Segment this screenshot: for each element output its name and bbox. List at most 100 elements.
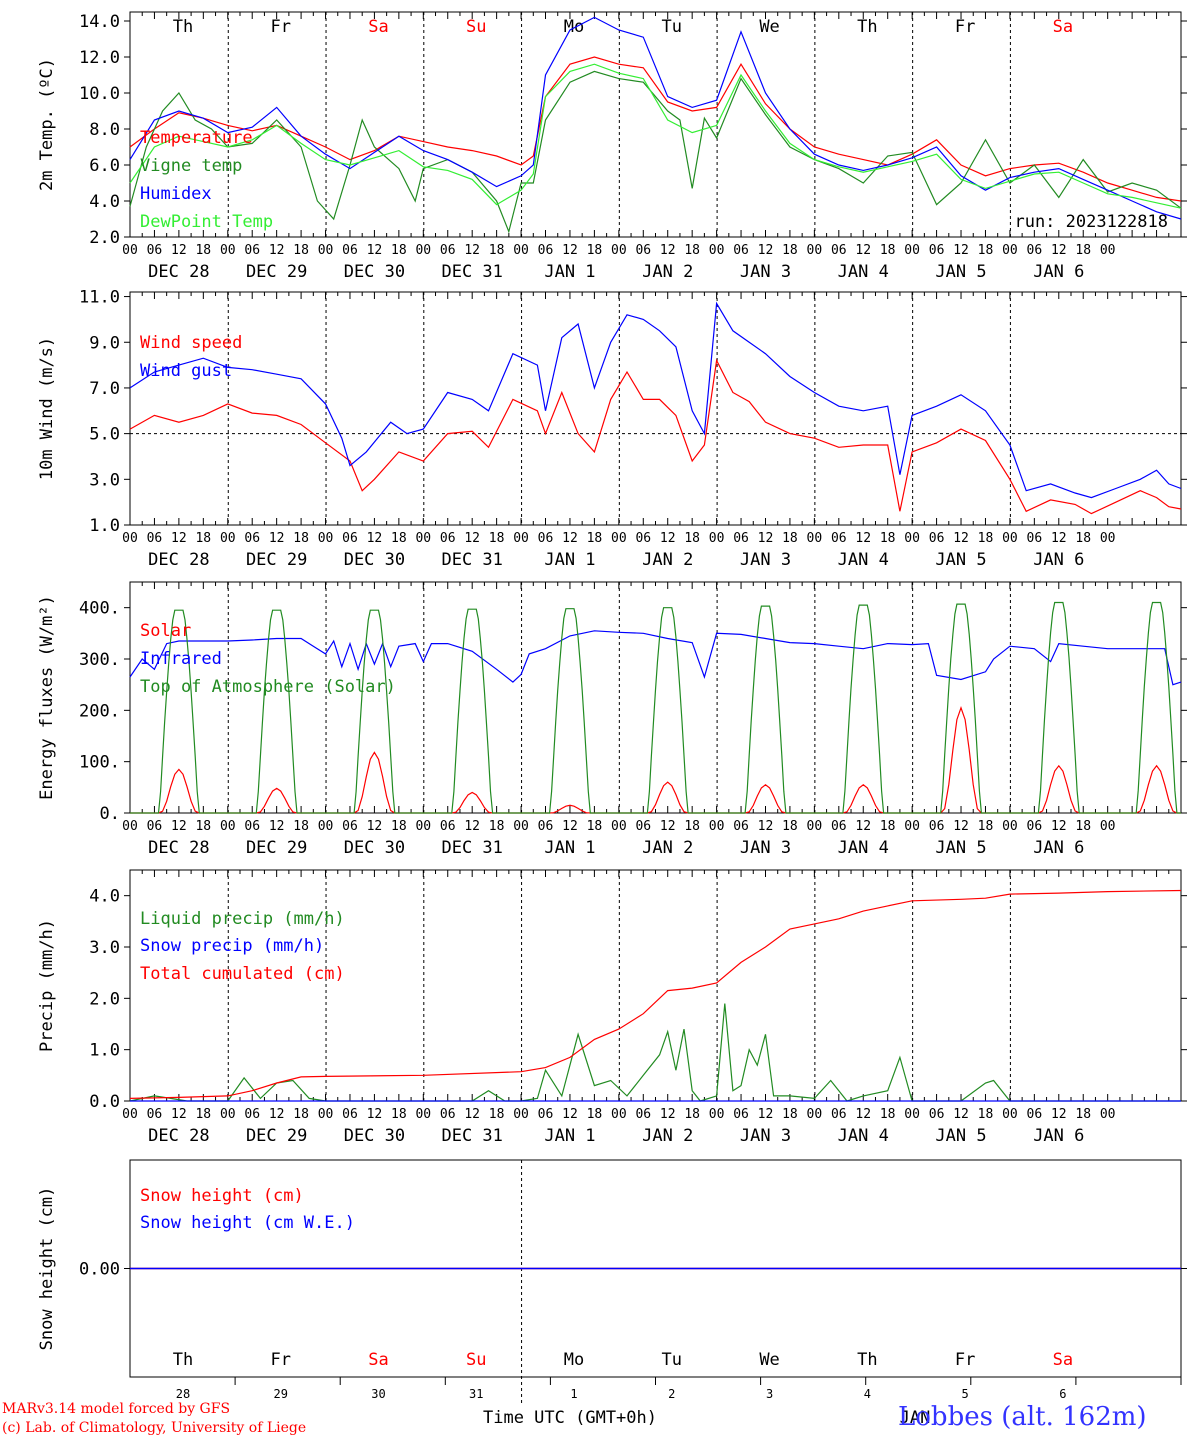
station-label: Lobbes (alt. 162m) xyxy=(898,1402,1147,1432)
y-tick-label: 8.0 xyxy=(89,120,120,140)
y-axis-title: 10m Wind (m/s) xyxy=(37,337,57,480)
weekday-label: We xyxy=(759,17,779,37)
hour-tick-label: 12 xyxy=(562,819,578,834)
hour-tick-label: 12 xyxy=(953,819,969,834)
hour-tick-label: 00 xyxy=(318,819,334,834)
hour-tick-label: 06 xyxy=(831,819,847,834)
hour-tick-label: 06 xyxy=(733,531,749,546)
y-tick-label: 300. xyxy=(79,650,120,670)
hour-tick-label: 00 xyxy=(807,1107,823,1122)
model-credit: MARv3.14 model forced by GFS xyxy=(2,1401,231,1417)
hour-tick-label: 06 xyxy=(342,243,358,258)
hour-tick-label: 06 xyxy=(1027,1107,1043,1122)
hour-tick-label: 18 xyxy=(1075,243,1091,258)
y-tick-label: 2.0 xyxy=(89,989,120,1009)
hour-tick-label: 12 xyxy=(269,243,285,258)
hour-tick-label: 00 xyxy=(904,1107,920,1122)
series-line-top-of-atmosphere-solar- xyxy=(130,601,1181,814)
date-label: JAN 5 xyxy=(935,1126,986,1146)
hour-tick-label: 12 xyxy=(855,531,871,546)
month-label: JAN xyxy=(900,1408,931,1428)
hour-tick-label: 18 xyxy=(782,243,798,258)
date-label: DEC 30 xyxy=(344,838,405,858)
hour-tick-label: 06 xyxy=(831,243,847,258)
hour-tick-label: 18 xyxy=(880,243,896,258)
hour-tick-label: 18 xyxy=(489,243,505,258)
hour-tick-label: 06 xyxy=(440,531,456,546)
hour-tick-label: 00 xyxy=(611,819,627,834)
date-label: JAN 1 xyxy=(544,1126,595,1146)
hour-tick-label: 06 xyxy=(831,1107,847,1122)
hour-tick-label: 12 xyxy=(464,531,480,546)
weekday-label: Fr xyxy=(955,1350,975,1370)
weekday-label: Th xyxy=(173,17,193,37)
date-label: JAN 3 xyxy=(740,1126,791,1146)
weekday-label: We xyxy=(759,1350,779,1370)
hour-tick-label: 06 xyxy=(538,531,554,546)
hour-tick-label: 06 xyxy=(440,243,456,258)
hour-tick-label: 00 xyxy=(807,819,823,834)
hour-tick-label: 18 xyxy=(293,819,309,834)
hour-tick-label: 12 xyxy=(660,1107,676,1122)
legend-entry: Solar xyxy=(140,621,191,641)
series-line-total-cumulated-cm- xyxy=(129,889,1182,1099)
date-label: JAN 1 xyxy=(544,838,595,858)
hour-tick-label: 12 xyxy=(562,243,578,258)
hour-tick-label: 12 xyxy=(269,1107,285,1122)
hour-tick-label: 06 xyxy=(1027,819,1043,834)
date-label: DEC 28 xyxy=(148,262,209,282)
y-tick-label: 12.0 xyxy=(79,48,120,68)
hour-tick-label: 06 xyxy=(244,1107,260,1122)
hour-tick-label: 12 xyxy=(464,819,480,834)
hour-tick-label: 00 xyxy=(415,819,431,834)
hour-tick-label: 18 xyxy=(195,1107,211,1122)
date-label: JAN 5 xyxy=(935,262,986,282)
hour-tick-label: 12 xyxy=(171,531,187,546)
hour-tick-label: 18 xyxy=(391,531,407,546)
y-tick-label: 10.0 xyxy=(79,84,120,104)
weekday-label: Mo xyxy=(564,17,584,37)
hour-tick-label: 00 xyxy=(122,243,138,258)
date-label: JAN 4 xyxy=(838,1126,889,1146)
y-axis-title: Snow height (cm) xyxy=(37,1187,57,1351)
legend-entry: Liquid precip (mm/h) xyxy=(140,909,345,929)
hour-tick-label: 12 xyxy=(660,243,676,258)
date-label: JAN 5 xyxy=(935,838,986,858)
date-label: JAN 1 xyxy=(544,550,595,570)
hour-tick-label: 18 xyxy=(978,1107,994,1122)
hour-tick-label: 06 xyxy=(244,243,260,258)
y-axis-title: Precip (mm/h) xyxy=(37,919,57,1052)
hour-tick-label: 00 xyxy=(807,243,823,258)
legend-entry: Wind gust xyxy=(140,361,232,381)
hour-tick-label: 12 xyxy=(464,1107,480,1122)
hour-tick-label: 06 xyxy=(538,819,554,834)
hour-tick-label: 06 xyxy=(929,531,945,546)
hour-tick-label: 12 xyxy=(171,1107,187,1122)
y-axis-title: 2m Temp. (ºC) xyxy=(37,58,57,191)
date-label: JAN 1 xyxy=(544,262,595,282)
hour-tick-label: 06 xyxy=(929,819,945,834)
date-label: DEC 29 xyxy=(246,1126,307,1146)
hour-tick-label: 00 xyxy=(1002,531,1018,546)
weekday-label: Th xyxy=(857,1350,877,1370)
day-number-label: 1 xyxy=(570,1387,577,1401)
series-line-vigne-temp xyxy=(129,70,1182,234)
weekday-label: Su xyxy=(466,17,486,37)
hour-tick-label: 00 xyxy=(1100,819,1116,834)
lab-credit: (c) Lab. of Climatology, University of L… xyxy=(2,1420,307,1436)
hour-tick-label: 00 xyxy=(220,819,236,834)
hour-tick-label: 06 xyxy=(1027,243,1043,258)
hour-tick-label: 06 xyxy=(244,819,260,834)
hour-tick-label: 18 xyxy=(587,819,603,834)
hour-tick-label: 12 xyxy=(758,819,774,834)
y-tick-label: 400. xyxy=(79,599,120,619)
hour-tick-label: 00 xyxy=(709,1107,725,1122)
hour-tick-label: 00 xyxy=(611,531,627,546)
hour-tick-label: 18 xyxy=(782,1107,798,1122)
series-line-wind-speed xyxy=(129,358,1182,515)
series-line-temperature xyxy=(129,56,1182,202)
hour-tick-label: 06 xyxy=(635,531,651,546)
date-label: JAN 3 xyxy=(740,262,791,282)
weekday-label: Sa xyxy=(1053,1350,1073,1370)
